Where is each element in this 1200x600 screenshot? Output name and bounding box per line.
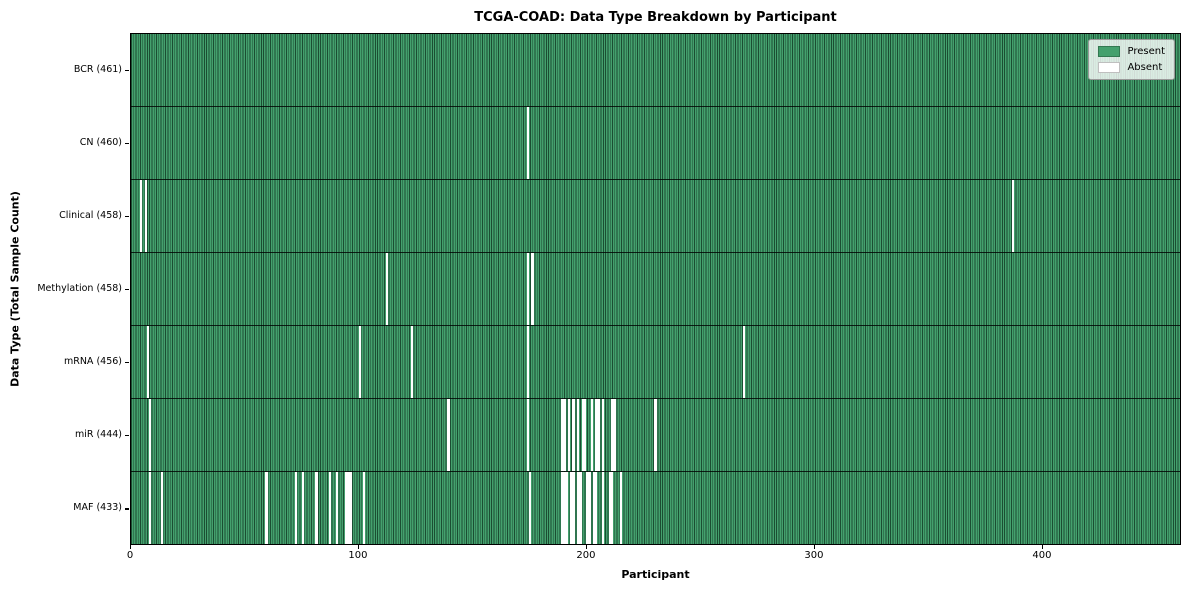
absent-gap — [265, 472, 268, 544]
absent-gap — [294, 472, 298, 544]
absent-gap — [529, 472, 532, 544]
absent-gap — [160, 472, 163, 544]
x-tick-mark — [585, 545, 588, 549]
legend-label-present: Present — [1127, 46, 1165, 57]
absent-gap — [526, 326, 530, 398]
y-tick-mark — [125, 289, 129, 291]
x-tick-label-0: 0 — [126, 550, 134, 561]
absent-gap — [526, 399, 530, 471]
y-tick-label-MAF: MAF (433) — [73, 502, 122, 514]
present-swatch — [1098, 46, 1121, 57]
absent-gap — [588, 472, 591, 544]
absent-gap — [561, 472, 564, 544]
absent-gap — [385, 253, 389, 325]
absent-gap — [583, 399, 587, 471]
absent-gap — [410, 326, 414, 398]
absent-gap — [344, 472, 348, 544]
absent-gap — [561, 399, 564, 471]
absent-gap — [602, 472, 605, 544]
y-tick-mark — [125, 435, 129, 437]
absent-gap — [602, 399, 605, 471]
x-tick-label-300: 300 — [804, 550, 824, 561]
absent-gap — [590, 399, 593, 471]
absent-gap — [565, 472, 568, 544]
plot-area — [130, 33, 1181, 545]
x-tick-label-100: 100 — [348, 550, 368, 561]
absent-gap — [586, 472, 589, 544]
row-MAF — [131, 471, 1180, 544]
absent-gap — [526, 253, 530, 325]
row-Methylation — [131, 252, 1180, 325]
absent-gap — [592, 472, 596, 544]
x-tick-label-400: 400 — [1032, 550, 1052, 561]
row-Clinical — [131, 179, 1180, 252]
legend-item-absent: Absent — [1098, 62, 1165, 73]
absent-gap — [743, 326, 746, 398]
absent-gap — [563, 472, 566, 544]
x-tick-mark — [357, 545, 360, 549]
absent-gap — [654, 399, 657, 471]
x-tick-mark — [813, 545, 816, 549]
absent-gap — [301, 472, 304, 544]
absent-gap — [526, 107, 530, 179]
absent-gap — [1011, 180, 1014, 252]
absent-swatch — [1098, 62, 1121, 73]
absent-gap — [349, 472, 352, 544]
y-tick-label-mRNA: mRNA (456) — [63, 356, 122, 368]
y-tick-mark — [125, 508, 129, 510]
x-tick-mark — [1041, 545, 1044, 549]
absent-gap — [140, 180, 143, 252]
absent-gap — [315, 472, 318, 544]
absent-gap — [581, 399, 584, 471]
chart-title: TCGA-COAD: Data Type Breakdown by Partic… — [474, 10, 837, 25]
absent-gap — [595, 472, 598, 544]
y-tick-mark — [125, 142, 129, 144]
y-tick-label-miR: miR (444) — [74, 429, 122, 441]
absent-gap — [608, 472, 612, 544]
absent-gap — [611, 472, 614, 544]
absent-gap — [563, 399, 566, 471]
absent-gap — [144, 180, 147, 252]
row-BCR — [131, 34, 1180, 106]
x-tick-label-200: 200 — [576, 550, 596, 561]
absent-gap — [531, 253, 534, 325]
absent-gap — [447, 399, 450, 471]
y-tick-label-BCR: BCR (461) — [73, 63, 122, 75]
absent-gap — [620, 472, 623, 544]
y-tick-mark — [125, 215, 129, 218]
y-tick-mark — [125, 69, 129, 71]
legend: Present Absent — [1088, 39, 1175, 80]
absent-gap — [146, 326, 150, 398]
y-tick-label-Clinical: Clinical (458) — [59, 209, 122, 221]
x-tick-mark — [130, 545, 132, 549]
y-tick-label-CN: CN (460) — [79, 136, 122, 148]
legend-label-absent: Absent — [1127, 62, 1163, 73]
absent-gap — [597, 399, 600, 471]
absent-gap — [363, 472, 366, 544]
row-mRNA — [131, 325, 1180, 398]
absent-gap — [149, 399, 152, 471]
row-CN — [131, 106, 1180, 179]
absent-gap — [335, 472, 339, 544]
absent-gap — [347, 472, 350, 544]
x-axis-label: Participant — [621, 568, 690, 581]
absent-gap — [576, 472, 580, 544]
absent-gap — [567, 399, 571, 471]
row-miR — [131, 398, 1180, 471]
y-tick-mark — [125, 362, 129, 364]
absent-gap — [149, 472, 152, 544]
absent-gap — [595, 399, 598, 471]
y-tick-label-Methylation: Methylation (458) — [37, 283, 122, 294]
absent-gap — [572, 399, 575, 471]
absent-gap — [572, 472, 575, 544]
absent-gap — [358, 326, 361, 398]
absent-gap — [611, 399, 614, 471]
absent-gap — [576, 399, 580, 471]
absent-gap — [579, 472, 582, 544]
absent-gap — [570, 472, 573, 544]
absent-gap — [328, 472, 332, 544]
absent-gap — [613, 399, 616, 471]
legend-item-present: Present — [1098, 46, 1165, 57]
